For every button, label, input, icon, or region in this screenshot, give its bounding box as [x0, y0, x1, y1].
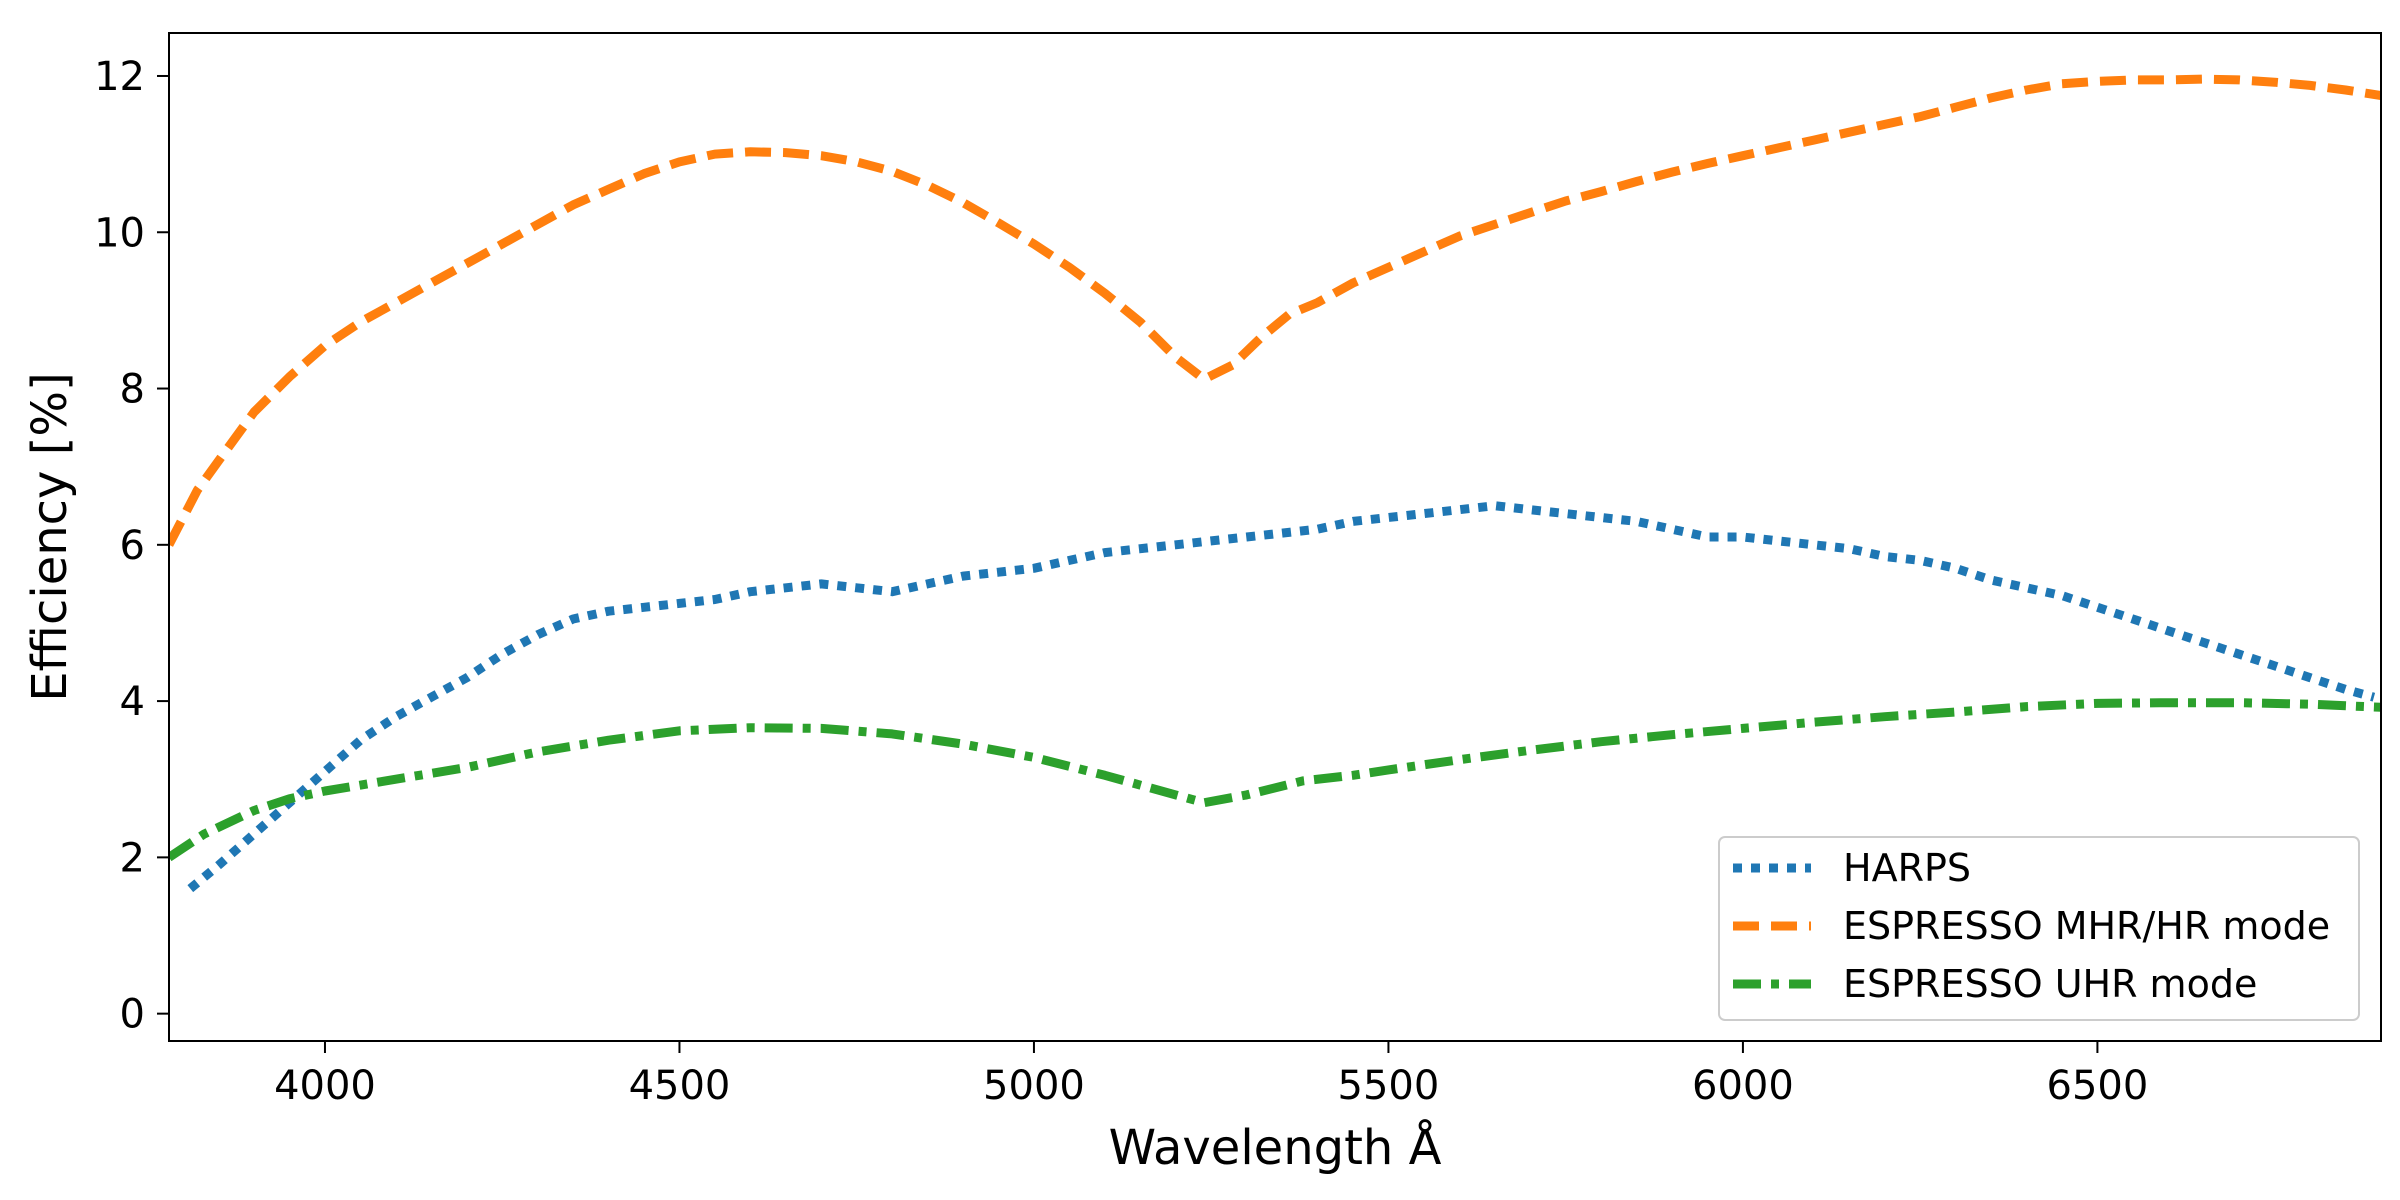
y-tick-label: 10 [94, 210, 145, 256]
series-line-harps [187, 501, 2376, 893]
y-tick-label: 12 [94, 54, 145, 100]
y-tick-label: 2 [120, 835, 145, 881]
x-tick-label: 5500 [1338, 1063, 1440, 1109]
x-tick-label: 6500 [2047, 1063, 2149, 1109]
x-tick-label: 5000 [983, 1063, 1085, 1109]
y-axis-label: Efficiency [%] [22, 372, 78, 702]
y-tick-label: 0 [120, 992, 145, 1038]
axes-layer: 4000 4500 5000 5500 6000 6500 0 2 4 6 8 10 12 [94, 54, 2148, 1109]
x-tick-label: 6000 [1692, 1063, 1794, 1109]
y-tick-label: 8 [120, 367, 145, 413]
y-tick-label: 4 [120, 679, 145, 725]
x-axis-label: Wavelength Å [1109, 1119, 1442, 1176]
legend-label-espresso-uhr-mode: ESPRESSO UHR mode [1843, 962, 2257, 1006]
y-tick-label: 6 [120, 523, 145, 569]
series-layer [169, 74, 2381, 893]
series-line-espresso-uhr-mode [169, 698, 2381, 862]
legend-box [1718, 836, 2360, 1021]
series-line-espresso-mhr-hr-mode [169, 74, 2381, 547]
legend-label-espresso-mhr-hr-mode: ESPRESSO MHR/HR mode [1843, 904, 2330, 948]
x-tick-label: 4500 [629, 1063, 731, 1109]
legend-label-harps: HARPS [1843, 846, 1971, 890]
legend: HARPS ESPRESSO MHR/HR mode ESPRESSO UHR mo… [1718, 836, 2360, 1021]
x-tick-label: 4000 [274, 1063, 376, 1109]
plot-frame [168, 32, 2382, 1042]
